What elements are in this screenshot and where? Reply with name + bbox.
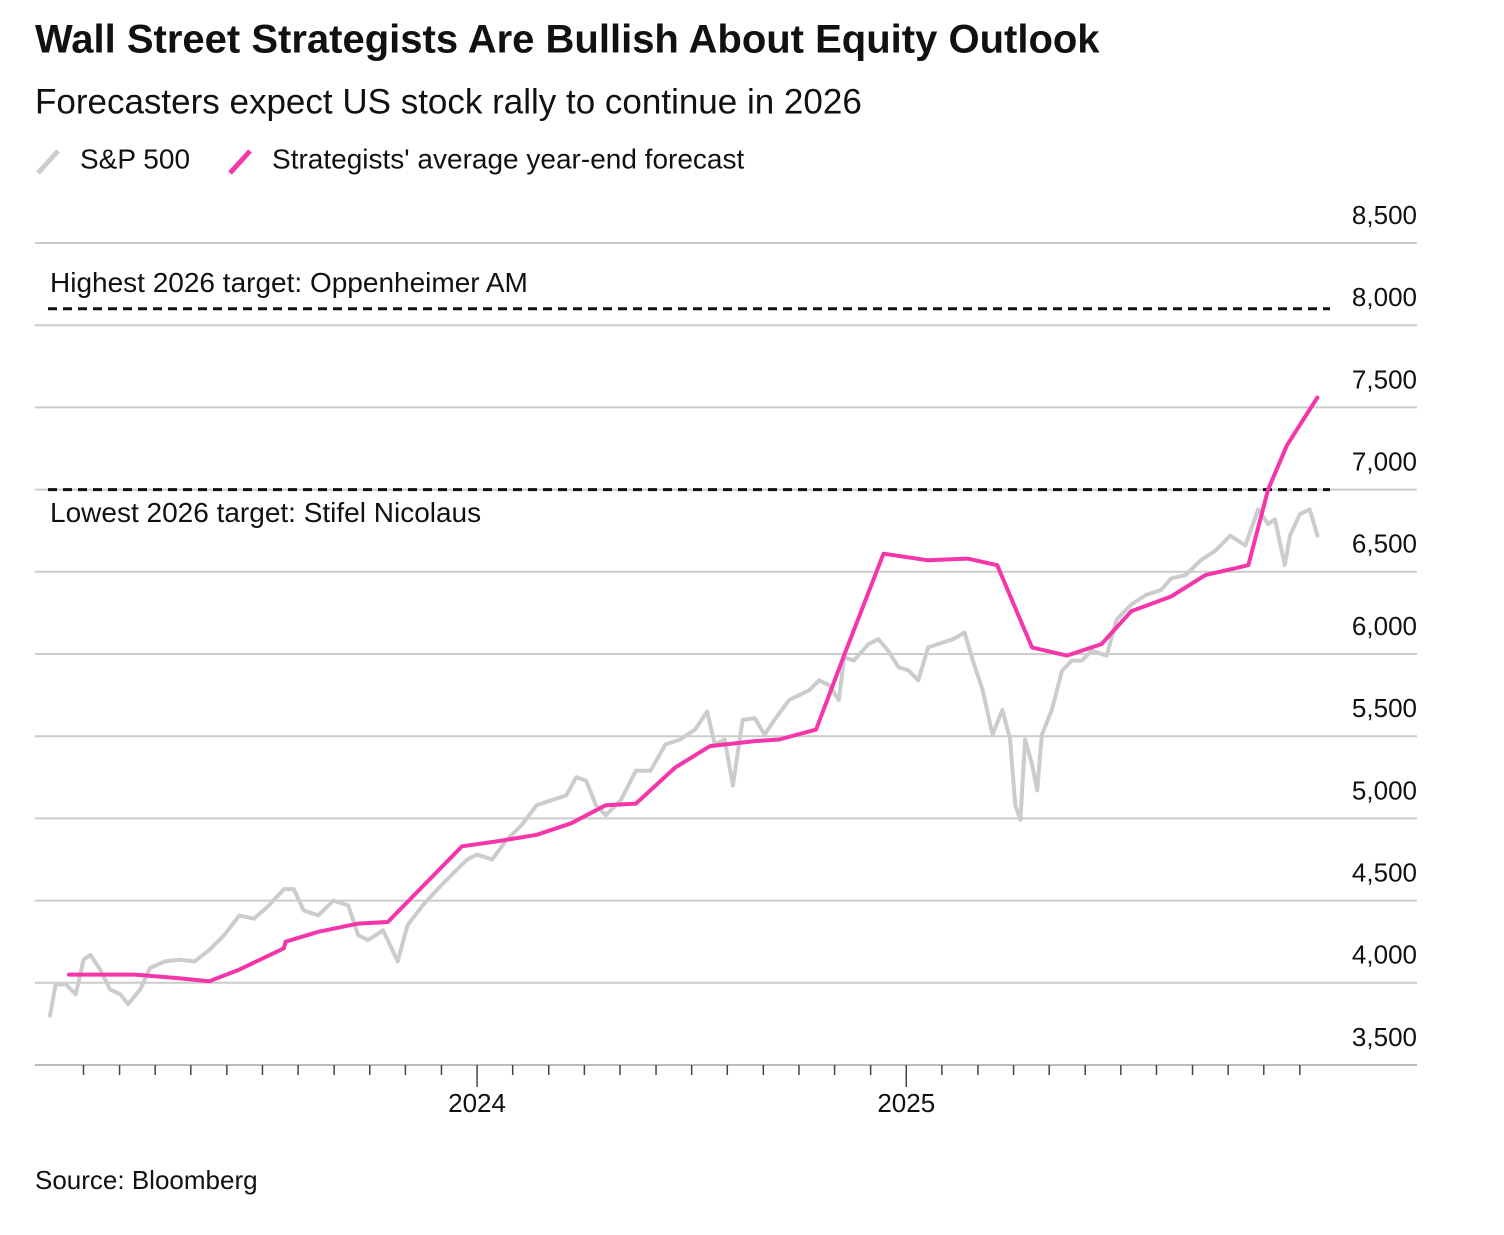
y-tick-label: 5,000 bbox=[1352, 775, 1417, 805]
chart-subtitle: Forecasters expect US stock rally to con… bbox=[35, 82, 862, 121]
y-tick-label: 5,500 bbox=[1352, 693, 1417, 723]
y-tick-label: 4,500 bbox=[1352, 857, 1417, 887]
y-tick-label: 7,500 bbox=[1352, 364, 1417, 394]
y-tick-label: 8,500 bbox=[1352, 200, 1417, 230]
source-note: Source: Bloomberg bbox=[35, 1165, 258, 1195]
y-tick-label: 3,500 bbox=[1352, 1022, 1417, 1052]
reference-label: Highest 2026 target: Oppenheimer AM bbox=[50, 267, 528, 298]
reference-label: Lowest 2026 target: Stifel Nicolaus bbox=[50, 497, 481, 528]
x-tick-label: 2025 bbox=[877, 1088, 935, 1118]
chart-title: Wall Street Strategists Are Bullish Abou… bbox=[35, 18, 1100, 62]
legend-label: S&P 500 bbox=[80, 143, 190, 174]
legend-swatch bbox=[228, 149, 252, 175]
y-tick-label: 8,000 bbox=[1352, 282, 1417, 312]
x-tick-label: 2024 bbox=[448, 1088, 506, 1118]
y-tick-label: 6,000 bbox=[1352, 611, 1417, 641]
y-tick-label: 4,000 bbox=[1352, 940, 1417, 970]
series-line bbox=[48, 507, 1320, 1018]
legend-swatch bbox=[36, 149, 60, 175]
series-line bbox=[66, 395, 1320, 984]
y-tick-label: 6,500 bbox=[1352, 529, 1417, 559]
legend-label: Strategists' average year-end forecast bbox=[272, 143, 744, 174]
y-tick-label: 7,000 bbox=[1352, 446, 1417, 476]
